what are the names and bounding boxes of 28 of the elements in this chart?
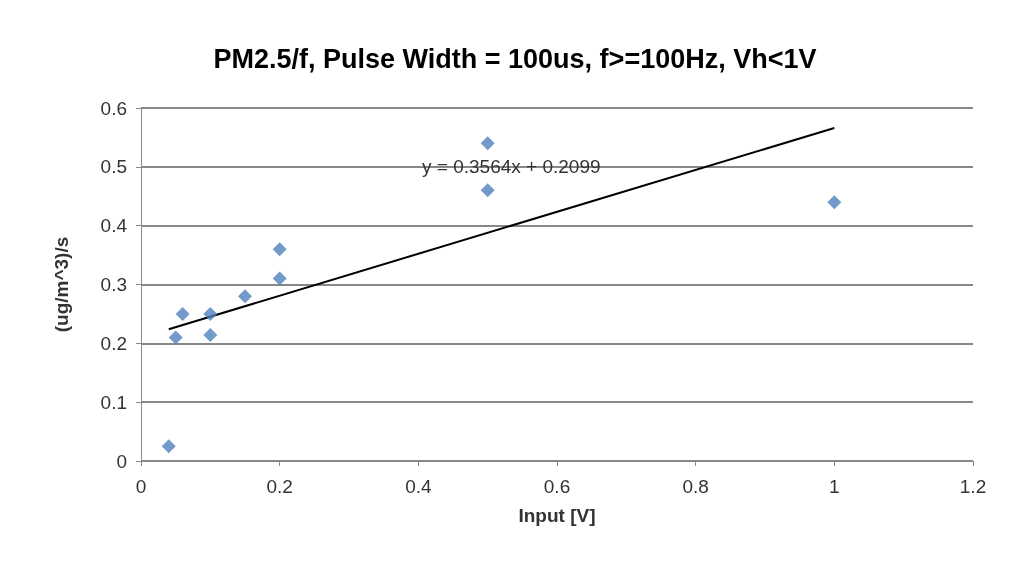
x-tick-label: 0.8 <box>682 476 709 497</box>
point <box>168 330 183 345</box>
y-tick-label: 0.3 <box>100 274 127 295</box>
point <box>161 439 176 454</box>
x-tick-label: 0.2 <box>266 476 293 497</box>
y-axis-title: (ug/m^3)/s <box>51 236 72 333</box>
y-tick-label: 0.5 <box>100 156 127 178</box>
point <box>238 289 252 304</box>
x-tick-label: 0.4 <box>405 476 432 497</box>
point <box>827 195 842 210</box>
x-tick-label: 0.6 <box>543 476 571 497</box>
point <box>203 328 218 343</box>
x-tick-label: 1 <box>829 476 840 497</box>
y-tick-label: 0.1 <box>100 391 127 413</box>
point <box>480 183 495 198</box>
chart-title: PM2.5/f, Pulse Width = 100us, f>=100Hz, Vh<1V <box>213 43 817 74</box>
point <box>203 306 218 321</box>
point <box>480 136 495 151</box>
point <box>272 271 287 286</box>
point <box>272 242 287 257</box>
y-tick-label: 0.2 <box>100 332 127 354</box>
x-axis-title: Input [V] <box>518 505 596 526</box>
x-tick-label: 0 <box>135 476 147 497</box>
y-tick-label: 0 <box>116 450 127 472</box>
y-tick-label: 0.6 <box>100 97 127 119</box>
y-tick-label: 0.4 <box>100 215 128 237</box>
x-tick-label: 1.2 <box>959 476 987 497</box>
point <box>175 306 190 321</box>
